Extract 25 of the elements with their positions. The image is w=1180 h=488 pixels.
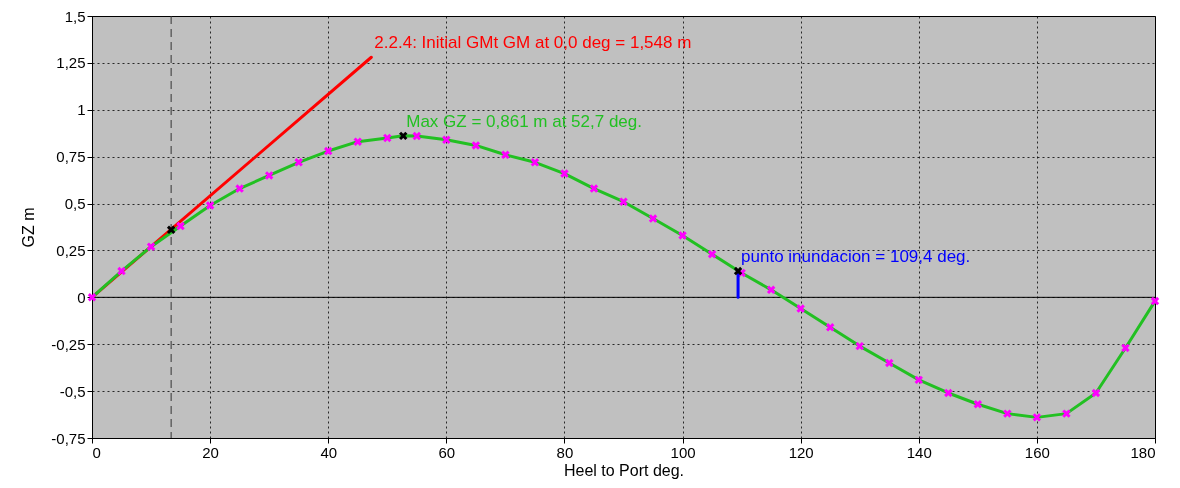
y-tick-label: 1,5 <box>64 7 86 25</box>
annotation: Max GZ = 0,861 m at 52,7 deg. <box>406 111 642 131</box>
y-tick-label: 0,5 <box>64 195 86 213</box>
y-tick-label: 1,25 <box>56 54 86 72</box>
x-tick-label: 160 <box>1024 443 1050 461</box>
x-tick-label: 120 <box>788 443 814 461</box>
x-tick-label: 140 <box>906 443 932 461</box>
x-axis-title: Heel to Port deg. <box>563 461 685 479</box>
y-tick-label: -0,75 <box>51 429 86 447</box>
annotation: punto inundacion = 109,4 deg. <box>741 247 971 267</box>
x-tick-label: 100 <box>670 443 696 461</box>
y-tick-label: 1 <box>77 101 86 119</box>
x-tick-label: 40 <box>320 443 338 461</box>
x-tick-label: 80 <box>556 443 574 461</box>
y-axis-title: GZ m <box>20 207 38 248</box>
x-tick-label: 20 <box>202 443 219 461</box>
y-tick-label: 0,25 <box>56 241 86 259</box>
x-tick-label: 60 <box>438 443 456 461</box>
annotation: 2.2.4: Initial GMt GM at 0,0 deg = 1,548 m <box>374 33 692 53</box>
y-tick-label: 0 <box>77 288 86 306</box>
x-tick-label: 0 <box>92 443 101 461</box>
y-tick-label: 0,75 <box>56 148 86 166</box>
y-tick-label: -0,25 <box>51 335 86 353</box>
y-tick-label: -0,5 <box>59 382 86 400</box>
x-tick-label: 180 <box>1130 443 1156 461</box>
